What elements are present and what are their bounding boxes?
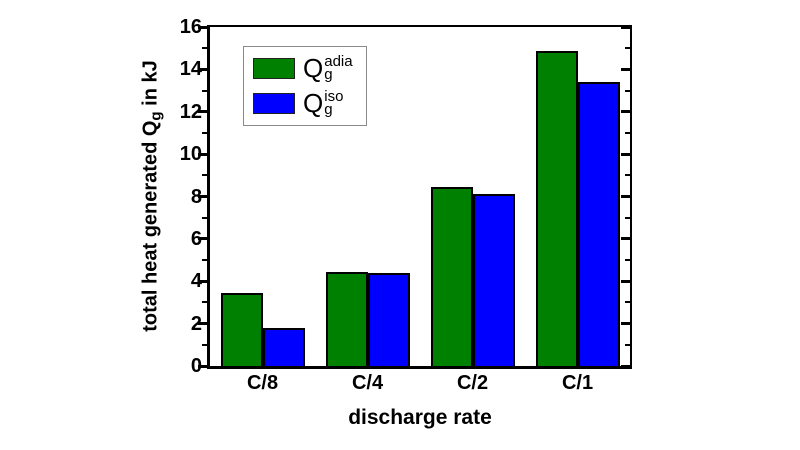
y-tick-label-2: 2 xyxy=(190,312,202,335)
legend-label-subscript: g xyxy=(324,66,333,83)
y-major-tick-right xyxy=(621,237,630,241)
y-minor-tick-right xyxy=(625,216,630,219)
y-major-tick-right xyxy=(621,67,630,71)
legend-label-base: Q xyxy=(303,53,324,83)
legend-swatch-adia xyxy=(253,57,295,79)
y-major-tick xyxy=(198,279,207,283)
y-minor-tick-right xyxy=(625,174,630,177)
y-minor-tick xyxy=(202,343,207,346)
bar-adia-C/8 xyxy=(220,292,263,366)
bar-adia-C/1 xyxy=(535,51,578,366)
y-minor-tick-right xyxy=(625,259,630,262)
y-minor-tick xyxy=(202,301,207,304)
legend-label-superscript: iso xyxy=(324,88,344,105)
y-tick-label-12: 12 xyxy=(179,100,202,123)
bar-iso-C/4 xyxy=(367,272,410,366)
legend-label-subscript: g xyxy=(324,101,333,118)
y-major-tick xyxy=(198,67,207,71)
bar-adia-C/2 xyxy=(430,186,473,366)
y-major-tick-right xyxy=(621,152,630,156)
y-major-tick xyxy=(198,322,207,326)
y-major-tick xyxy=(198,237,207,241)
y-major-tick-right xyxy=(621,110,630,114)
y-major-tick xyxy=(198,25,207,29)
y-major-tick-right xyxy=(621,364,630,368)
x-tick-label-C/8: C/8 xyxy=(246,372,279,394)
y-tick-label-14: 14 xyxy=(179,58,202,81)
bar-iso-C/2 xyxy=(472,194,515,366)
y-minor-tick xyxy=(202,174,207,177)
y-minor-tick-right xyxy=(625,89,630,92)
y-tick-label-0: 0 xyxy=(190,355,202,377)
y-tick-label-4: 4 xyxy=(190,270,202,293)
y-minor-tick-right xyxy=(625,131,630,134)
bar-iso-C/1 xyxy=(577,82,620,366)
y-minor-tick-right xyxy=(625,47,630,50)
legend-swatch-iso xyxy=(253,92,295,114)
x-tick-label-C/2: C/2 xyxy=(456,372,489,394)
legend-label-superscript: adia xyxy=(324,53,353,70)
y-minor-tick xyxy=(202,216,207,219)
y-major-tick xyxy=(198,110,207,114)
y-minor-tick xyxy=(202,259,207,262)
bar-adia-C/4 xyxy=(325,271,368,366)
y-tick-label-16: 16 xyxy=(179,16,202,38)
x-tick-label-C/4: C/4 xyxy=(351,372,384,394)
y-tick-label-6: 6 xyxy=(190,227,202,250)
y-major-tick-right xyxy=(621,322,630,326)
y-major-tick xyxy=(198,364,207,368)
x-tick-label-C/1: C/1 xyxy=(561,372,594,394)
y-tick-label-8: 8 xyxy=(190,185,202,208)
y-tick-label-10: 10 xyxy=(179,143,202,166)
bar-iso-C/8 xyxy=(262,327,305,366)
y-minor-tick-right xyxy=(625,343,630,346)
y-major-tick-right xyxy=(621,279,630,283)
y-major-tick xyxy=(198,195,207,198)
y-major-tick-right xyxy=(621,195,630,198)
y-major-tick xyxy=(198,152,207,156)
legend-label-base: Q xyxy=(303,88,324,118)
y-minor-tick xyxy=(202,131,207,134)
legend-label-scripts: iso g xyxy=(324,88,344,118)
y-minor-tick xyxy=(202,47,207,50)
y-minor-tick-right xyxy=(625,301,630,304)
legend-label-scripts: adia g xyxy=(324,53,353,83)
y-major-tick-right xyxy=(621,25,630,29)
y-minor-tick xyxy=(202,89,207,92)
x-axis-title: discharge rate xyxy=(348,406,492,429)
